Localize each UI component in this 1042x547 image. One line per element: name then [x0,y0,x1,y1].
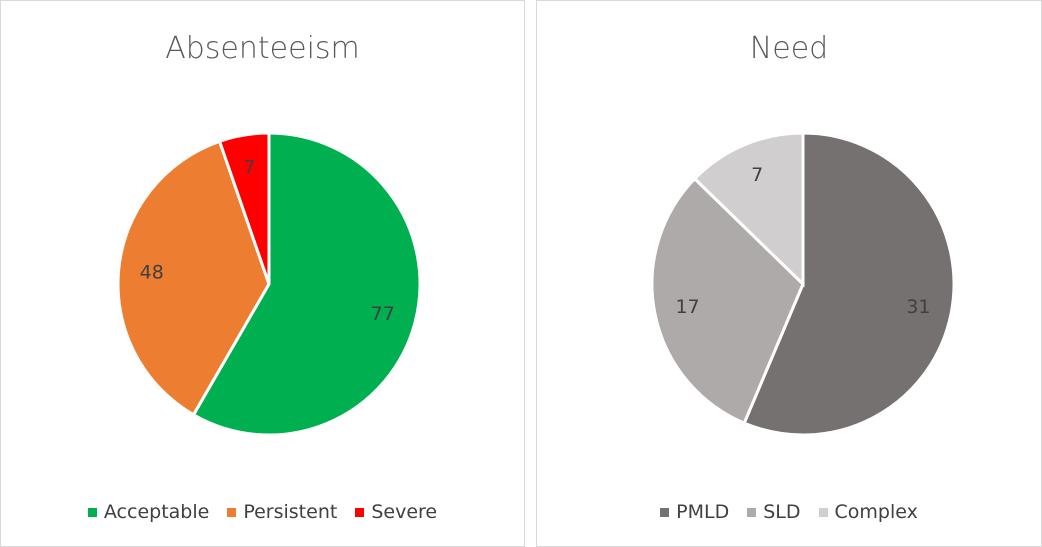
legend-label: PMLD [676,501,730,523]
pie-slice [116,139,271,417]
data-label: 31 [906,296,930,318]
chart-title: Need [749,31,829,66]
legend-label: SLD [763,501,801,523]
data-label: 77 [371,303,395,325]
legend-item: SLD [747,501,801,523]
chart-title: Absenteeism [165,31,360,66]
legend: Acceptable Persistent Severe [1,501,524,523]
legend-item: Severe [355,501,437,523]
legend-swatch [227,507,237,517]
pie-slice [650,176,805,426]
legend-swatch [660,507,670,517]
legend-item: PMLD [660,501,729,523]
chart-panel: 77 48 7 Absenteeism Acceptable Persistent Seve… [0,0,525,547]
legend: PMLD SLD Complex [537,501,1041,523]
legend-label: Acceptable [103,501,210,523]
pie-slice [191,131,422,437]
legend-swatch [747,507,757,517]
legend-swatch [87,507,97,517]
legend-swatch [355,507,365,517]
data-label: 7 [243,156,255,178]
data-label: 17 [675,296,699,318]
pie-slice [742,131,956,437]
data-label: 7 [751,164,763,186]
legend-item: Complex [818,501,918,523]
legend-item: Acceptable [87,501,210,523]
chart: 31 17 7 [650,131,956,437]
legend-label: Persistent [243,501,338,523]
pie-slice [217,131,271,285]
legend-label: Severe [371,501,438,523]
data-label: 48 [140,261,164,283]
chart: 77 48 7 [116,131,422,437]
legend-swatch [818,507,828,517]
chart-panel: 31 17 7 Need PMLD SLD Complex [536,0,1042,547]
legend-label: Complex [834,501,918,523]
legend-item: Persistent [227,501,337,523]
pie-slice [692,131,805,288]
